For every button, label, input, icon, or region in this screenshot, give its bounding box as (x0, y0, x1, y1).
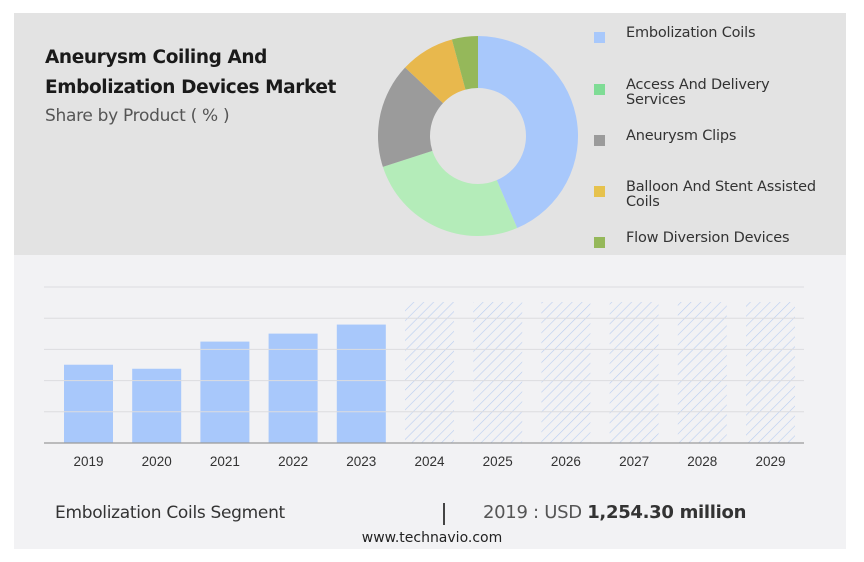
legend-swatch (594, 186, 605, 197)
legend-item-access-and-delivery-services: Access And Delivery Services (594, 78, 816, 108)
legend-label: Access And Delivery Services (626, 77, 770, 108)
bar-chart: 2019 2020 2021 2022 2023 2024 2025 2026 2027 2028… (44, 286, 804, 469)
forecast-bar-2027 (609, 302, 659, 443)
donut-chart (378, 36, 578, 236)
legend-label: Balloon And Stent Assisted Coils (626, 179, 816, 210)
forecast-bar-2025 (473, 302, 523, 443)
bar-2022 (268, 333, 318, 443)
website-link[interactable]: www.technavio.com (361, 530, 503, 546)
donut-slice-flow-diversion-devices (451, 36, 478, 90)
chart-title-line-2: Embolization Devices Market (45, 77, 336, 98)
bar-2023 (336, 324, 386, 443)
x-tick-label-2027: 2027 (619, 454, 649, 469)
legend-label: Flow Diversion Devices (626, 230, 790, 246)
chart-title-line-1: Aneurysm Coiling And (45, 47, 268, 68)
chart-subtitle: Share by Product ( % ) (45, 106, 230, 126)
donut-slice-access-and-delivery-services (382, 150, 518, 236)
x-tick-label-2021: 2021 (210, 454, 240, 469)
forecast-bar-2026 (541, 302, 591, 443)
legend-label: Embolization Coils (626, 25, 756, 41)
x-tick-label-2026: 2026 (551, 454, 581, 469)
bar-2021 (200, 341, 250, 443)
legend-label: Aneurysm Clips (626, 128, 737, 144)
x-tick-label-2025: 2025 (483, 454, 513, 469)
chart-title: Aneurysm Coiling And Embolization Device… (45, 43, 365, 103)
x-tick-label-2019: 2019 (73, 454, 103, 469)
legend-swatch (594, 135, 605, 146)
x-tick-label-2024: 2024 (414, 454, 445, 469)
x-tick-label-2023: 2023 (346, 454, 376, 469)
x-tick-label-2020: 2020 (142, 454, 172, 469)
segment-value-prefix: 2019 : USD (483, 502, 588, 523)
donut-slice-aneurysm-clips (378, 67, 444, 167)
legend-swatch (594, 84, 605, 95)
segment-value: 2019 : USD 1,254.30 million (483, 502, 746, 523)
donut-slice-embolization-coils (478, 36, 578, 229)
x-tick-label-2022: 2022 (278, 454, 308, 469)
x-tick-label-2029: 2029 (755, 454, 785, 469)
segment-label: Embolization Coils Segment (55, 503, 285, 523)
legend-item-flow-diversion-devices: Flow Diversion Devices (594, 231, 816, 248)
donut-slice-balloon-and-stent-assisted-coils (405, 39, 466, 104)
bar-2020 (132, 368, 182, 443)
legend-item-aneurysm-clips: Aneurysm Clips (594, 129, 816, 146)
legend-swatch (594, 32, 605, 43)
bar-2019 (64, 364, 113, 443)
x-tick-label-2028: 2028 (687, 454, 717, 469)
forecast-bar-2029 (746, 302, 795, 443)
legend-item-embolization-coils: Embolization Coils (594, 26, 816, 43)
legend-item-balloon-and-stent-assisted-coils: Balloon And Stent Assisted Coils (594, 180, 816, 210)
divider (443, 503, 445, 525)
forecast-bar-2024 (405, 302, 454, 443)
segment-value-amount: 1,254.30 million (587, 502, 747, 523)
forecast-bar-2028 (677, 302, 727, 443)
legend-swatch (594, 237, 605, 248)
